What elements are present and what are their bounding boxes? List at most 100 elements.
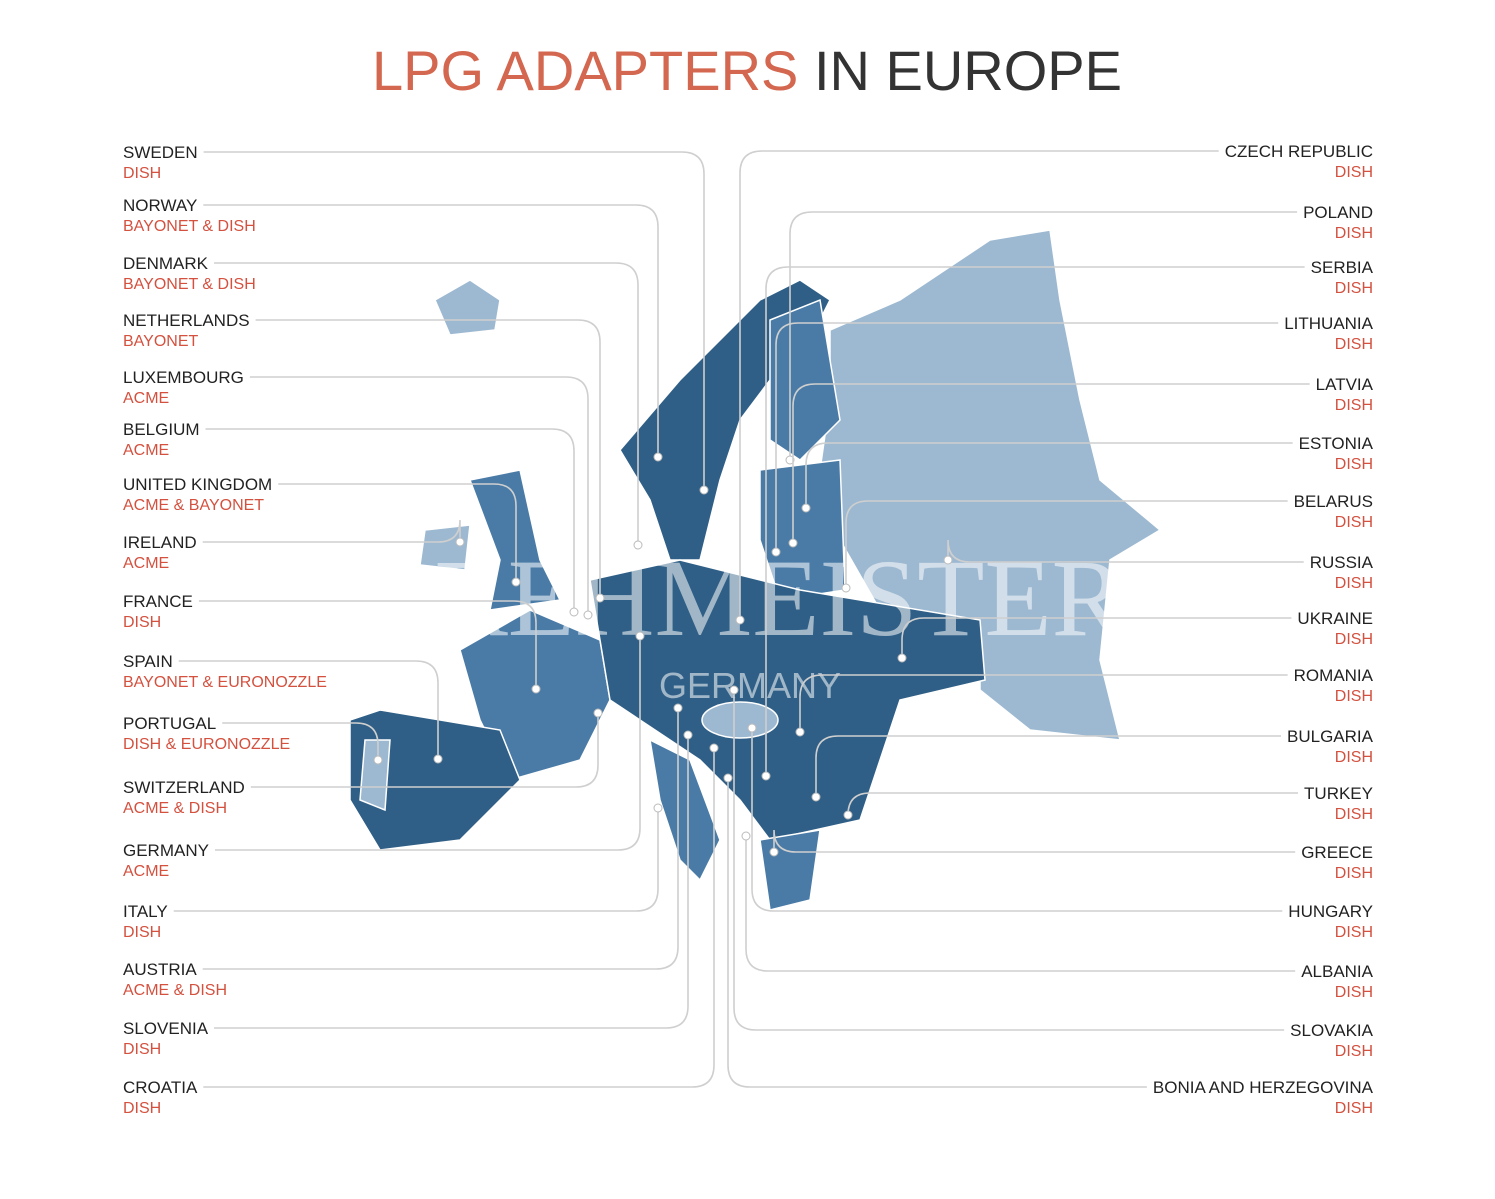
pointer-dot [531,684,541,694]
adapter-type: DISH [123,614,161,631]
leader-line [901,617,1292,658]
pointer-dot [373,755,383,765]
adapter-type: DISH [1335,514,1373,531]
pointer-dot [841,583,851,593]
country-name: LITHUANIA [1284,314,1373,333]
adapter-type: ACME [123,555,169,572]
country-name: UKRAINE [1297,609,1373,628]
pointer-dot [943,555,953,565]
adapter-type: BAYONET [123,333,199,350]
country-name: GREECE [1301,843,1373,862]
adapter-type: DISH [1335,924,1373,941]
country-name: SPAIN [123,652,173,671]
country-name: SWITZERLAND [123,778,245,797]
leader-line [173,808,659,912]
country-name: HUNGARY [1288,902,1373,921]
adapter-type: BAYONET & DISH [123,276,256,293]
uk-shape [468,469,562,611]
adapter-type: DISH [1335,164,1373,181]
pointer-dot [673,703,683,713]
country-name: CZECH REPUBLIC [1225,142,1373,161]
adapter-type: ACME [123,390,169,407]
watermark-mark: ® [1277,526,1303,563]
pointer-dot [455,537,465,547]
adapter-type: DISH [1335,688,1373,705]
leaders [173,150,1310,1088]
pointer-dot [595,593,605,603]
pointer-dot [785,455,795,465]
adapter-type: DISH [1335,575,1373,592]
country-name: NETHERLANDS [123,311,250,330]
leader-line [202,708,679,970]
leader-line [214,262,639,545]
country-name: PORTUGAL [123,714,216,733]
country-name: NORWAY [123,196,197,215]
pointer-dot [729,685,739,695]
pointer-dot [699,485,709,495]
leader-line [733,690,1285,1031]
leader-line [214,735,689,1029]
pointer-dot [635,631,645,641]
leader-line [203,748,715,1088]
leader-line [773,829,1296,853]
pointer-dot [769,847,779,857]
country-name: POLAND [1303,203,1373,222]
country-name: SWEDEN [123,143,198,162]
leader-line [214,636,641,851]
country-name: TURKEY [1304,784,1373,803]
country-name: DENMARK [123,254,209,273]
labels: SWEDEN DISH NORWAY BAYONET & DISH DENMARK BAY… [123,142,1374,1117]
pointer-dot [511,577,521,587]
leader-line [789,211,1298,460]
leader-line [792,383,1310,543]
leader-line [845,500,1288,588]
pointer-dot [795,727,805,737]
iceland-shape [434,279,501,336]
map [349,229,1162,911]
adapter-type: DISH [1335,1043,1373,1060]
country-name: UNITED KINGDOM [123,475,272,494]
leader-line [847,792,1299,816]
leader-line [805,442,1293,508]
pointer-dot [811,792,821,802]
country-name: ROMANIA [1294,666,1374,685]
hungary-shape [701,701,779,739]
pointer-dot [843,810,853,820]
leader-line [751,728,1283,912]
adapter-type: DISH [1335,280,1373,297]
leader-line [250,713,599,788]
adapter-type: DISH [1335,806,1373,823]
adapter-type: DISH [1335,865,1373,882]
leader-line [815,735,1282,797]
leader-line [205,428,575,612]
watermark-sub: GERMANY [659,665,841,706]
adapter-type: DISH [1335,225,1373,242]
adapter-type: ACME & DISH [123,800,227,817]
adapter-type: DISH [1335,631,1373,648]
country-name: RUSSIA [1310,553,1374,572]
adapter-type: ACME [123,442,169,459]
pointer-dot [747,723,757,733]
pointer-dot [653,452,663,462]
adapter-type: BAYONET & EURONOZZLE [123,674,327,691]
leader-line [203,151,705,490]
leader-line [255,319,601,598]
pointer-dot [761,771,771,781]
country-name: AUSTRIA [123,960,197,979]
pointer-dot [801,503,811,513]
adapter-type: DISH [1335,1100,1373,1117]
pointer-dot [569,607,579,617]
country-name: IRELAND [123,533,197,552]
pointer-dot [788,538,798,548]
pointer-dot [735,615,745,625]
country-name: SLOVAKIA [1290,1021,1373,1040]
country-name: FRANCE [123,592,193,611]
adapter-type: DISH [123,1100,161,1117]
country-name: SERBIA [1311,258,1374,277]
adapter-type: DISH [123,165,161,182]
central-europe-shape [589,559,986,841]
leader-line [278,483,517,582]
country-name: CROATIA [123,1078,198,1097]
pointer-dot [633,540,643,550]
